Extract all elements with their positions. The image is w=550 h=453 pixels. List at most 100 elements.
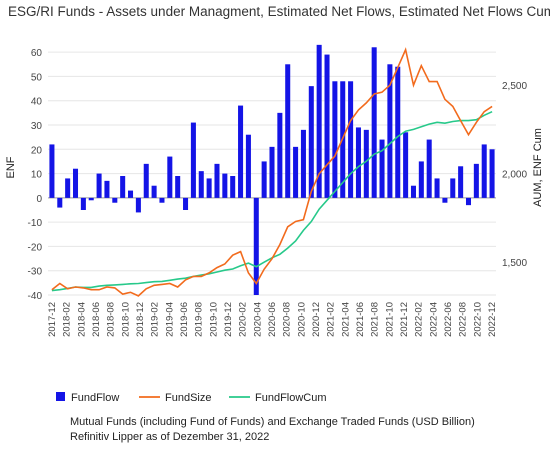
bar — [222, 173, 228, 198]
x-tick-label: 2019-02 — [150, 302, 161, 337]
x-tick-label: 2017-12 — [47, 302, 58, 337]
x-tick-label: 2022-06 — [443, 302, 454, 337]
bar — [230, 176, 236, 198]
x-tick-label: 2020-10 — [296, 302, 307, 337]
y-tick-label: -20 — [28, 242, 43, 253]
x-tick-label: 2022-12 — [487, 302, 498, 337]
bar — [277, 112, 283, 198]
bar — [458, 166, 464, 198]
bar — [198, 171, 204, 198]
y-tick-label: 60 — [31, 48, 43, 59]
bar — [88, 197, 94, 201]
x-tick-label: 2018-06 — [91, 302, 102, 337]
bar — [245, 134, 251, 198]
bar — [238, 105, 244, 198]
x-tick-label: 2020-04 — [252, 302, 263, 337]
bar — [72, 168, 79, 198]
bar — [387, 64, 393, 198]
bar — [167, 156, 173, 198]
bar — [183, 197, 189, 210]
x-axis: 2017-12 2018-02 2018-04 2018-06 2018-08 2018-… — [47, 302, 498, 337]
series-lines — [51, 47, 493, 297]
bar — [308, 86, 314, 198]
x-tick-label: 2018-12 — [135, 302, 146, 337]
bar — [293, 146, 299, 198]
gridlines — [48, 51, 496, 296]
bar — [128, 190, 134, 198]
x-tick-label: 2019-08 — [194, 302, 205, 337]
y-axis-right: 1,500 2,000 2,500 AUM, ENF Cum — [502, 81, 544, 269]
bar — [379, 139, 385, 198]
bar — [426, 139, 432, 198]
series-line-fundflowcum — [51, 110, 493, 292]
bar — [49, 144, 55, 198]
bar — [348, 81, 354, 198]
footnote-source-scope: Mutual Funds (including Fund of Funds) a… — [70, 416, 475, 428]
bar — [80, 197, 86, 210]
bar — [135, 197, 141, 213]
bar — [324, 54, 330, 198]
x-tick-label: 2021-02 — [326, 302, 337, 337]
x-tick-label: 2020-06 — [267, 302, 278, 337]
y-tick-label: -30 — [28, 267, 43, 278]
bar — [481, 144, 487, 198]
x-tick-label: 2019-06 — [179, 302, 190, 337]
series-line-fundsize — [51, 47, 493, 297]
y-tick-label: 30 — [31, 121, 43, 132]
y-tick-label: 0 — [36, 194, 42, 205]
legend: FundFlow FundSize FundFlowCum — [56, 392, 327, 404]
x-tick-label: 2019-12 — [223, 302, 234, 337]
y2-axis-title: AUM, ENF Cum — [532, 128, 544, 207]
y-tick-label: -40 — [28, 291, 43, 302]
bar — [206, 178, 212, 198]
x-tick-label: 2021-12 — [399, 302, 410, 337]
bar — [159, 197, 165, 203]
x-tick-label: 2018-08 — [106, 302, 117, 337]
bar — [355, 127, 361, 198]
bar — [489, 149, 495, 198]
y-tick-label: 50 — [31, 72, 43, 83]
bar — [96, 173, 102, 198]
legend-swatch-fundflow — [56, 392, 65, 401]
bar — [300, 129, 306, 198]
bar — [332, 81, 338, 198]
bar — [104, 180, 110, 198]
bar — [418, 161, 424, 198]
x-tick-label: 2021-10 — [384, 302, 395, 337]
bar — [261, 161, 267, 198]
x-tick-label: 2021-04 — [340, 302, 351, 337]
x-tick-label: 2018-10 — [120, 302, 131, 337]
y2-tick-label: 2,000 — [502, 170, 527, 181]
bar — [190, 122, 196, 198]
bar — [316, 44, 322, 198]
y-axis-left: -40 -30 -20 -10 0 10 20 30 40 50 60 ENF — [5, 48, 42, 302]
bar — [175, 176, 181, 198]
y-axis-title: ENF — [5, 156, 17, 178]
x-tick-label: 2020-02 — [238, 302, 249, 337]
bar — [143, 163, 149, 198]
bar — [434, 178, 440, 198]
y-tick-label: 40 — [31, 97, 43, 108]
y-tick-label: 20 — [31, 145, 43, 156]
x-tick-label: 2018-04 — [76, 302, 87, 337]
bar — [269, 146, 275, 198]
chart-title: ESG/RI Funds - Assets under Managment, E… — [8, 4, 550, 19]
y2-tick-label: 1,500 — [502, 258, 527, 269]
x-tick-label: 2020-08 — [282, 302, 293, 337]
y2-tick-label: 2,500 — [502, 81, 527, 92]
bar — [371, 47, 377, 198]
x-tick-label: 2022-02 — [414, 302, 425, 337]
x-tick-label: 2021-08 — [370, 302, 381, 337]
x-tick-label: 2020-12 — [311, 302, 322, 337]
legend-label-fundflowcum: FundFlowCum — [255, 392, 327, 404]
bar — [285, 64, 291, 198]
footnote-source-date: Refinitiv Lipper as of Dezember 31, 2022 — [70, 431, 270, 443]
x-tick-label: 2022-10 — [472, 302, 483, 337]
y-tick-label: -10 — [28, 218, 43, 229]
bar — [442, 197, 448, 203]
bar — [473, 163, 479, 198]
legend-label-fundflow: FundFlow — [71, 392, 119, 404]
x-tick-label: 2022-08 — [458, 302, 469, 337]
y-tick-label: 10 — [31, 170, 43, 181]
